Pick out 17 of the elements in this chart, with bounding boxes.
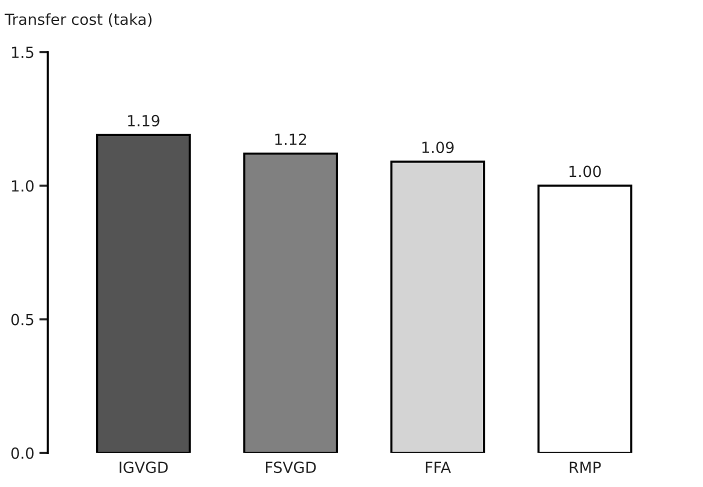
y-axis-title: Transfer cost (taka) [4, 13, 152, 27]
bar [243, 152, 338, 453]
bar [96, 134, 191, 453]
data-label: 1.09 [422, 142, 454, 154]
data-label: 1.12 [275, 134, 306, 145]
y-tick-label: 0.0 [11, 447, 34, 459]
x-tick-label: FFA [426, 462, 451, 473]
y-tick-label: 1.0 [12, 180, 34, 192]
x-tick-label: FSVGD [266, 462, 316, 474]
x-tick-label: IGVGD [120, 462, 168, 474]
data-label: 1.00 [570, 166, 601, 178]
bar [390, 160, 486, 453]
bar [537, 184, 632, 453]
data-label: 1.19 [128, 114, 160, 126]
x-tick-label: RMP [570, 462, 601, 473]
y-tick-label: 1.5 [12, 46, 34, 58]
y-tick-label: 0.5 [11, 314, 34, 326]
